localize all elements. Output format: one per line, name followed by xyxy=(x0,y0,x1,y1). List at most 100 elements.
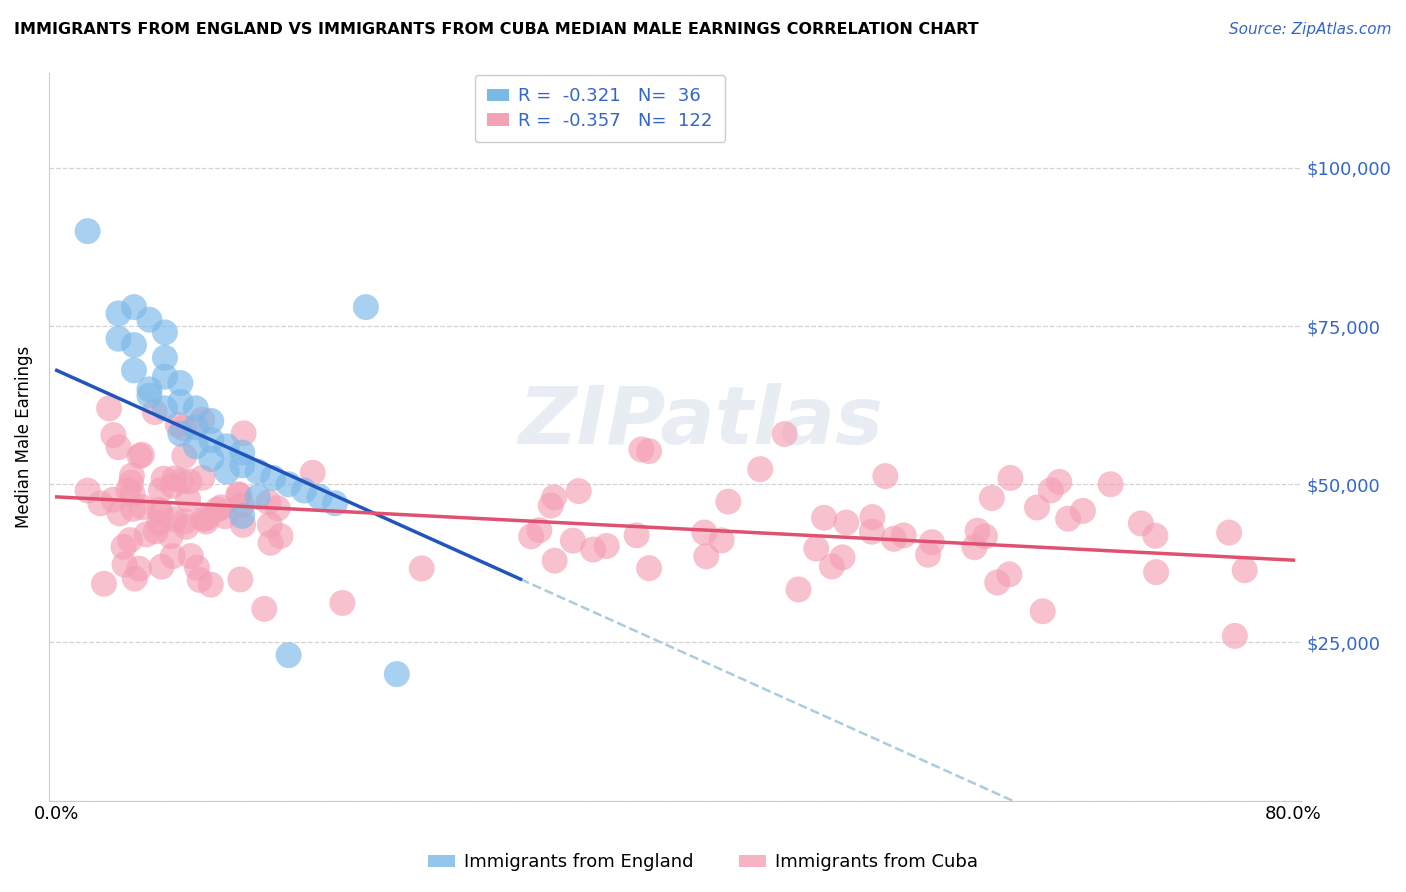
Point xyxy=(138,389,160,403)
Point xyxy=(813,510,835,524)
Point xyxy=(180,549,202,563)
Point xyxy=(986,575,1008,590)
Point xyxy=(152,472,174,486)
Point xyxy=(163,512,186,526)
Point xyxy=(308,490,330,504)
Point xyxy=(128,562,150,576)
Point xyxy=(529,523,551,537)
Point xyxy=(277,477,299,491)
Point xyxy=(153,326,176,340)
Point xyxy=(246,465,269,479)
Point xyxy=(215,439,238,453)
Point xyxy=(323,496,346,510)
Point xyxy=(215,465,238,479)
Point xyxy=(1071,504,1094,518)
Point xyxy=(76,224,98,238)
Point xyxy=(184,439,207,453)
Point xyxy=(121,487,143,501)
Legend: R =  -0.321   N=  36, R =  -0.357   N=  122: R = -0.321 N= 36, R = -0.357 N= 122 xyxy=(475,75,725,143)
Point xyxy=(169,426,191,441)
Point xyxy=(231,445,253,459)
Point xyxy=(883,532,905,546)
Point xyxy=(228,488,250,502)
Point xyxy=(1032,604,1054,618)
Point xyxy=(191,512,214,526)
Point xyxy=(1233,563,1256,577)
Point xyxy=(787,582,810,597)
Text: Source: ZipAtlas.com: Source: ZipAtlas.com xyxy=(1229,22,1392,37)
Point xyxy=(172,421,194,435)
Point xyxy=(543,491,565,505)
Point xyxy=(176,520,198,534)
Point xyxy=(114,558,136,572)
Point xyxy=(1026,500,1049,515)
Point xyxy=(76,483,98,498)
Point xyxy=(118,533,141,547)
Point xyxy=(107,306,129,320)
Point xyxy=(112,540,135,554)
Point xyxy=(231,458,253,473)
Point xyxy=(773,427,796,442)
Point xyxy=(200,452,222,467)
Point xyxy=(117,483,139,497)
Point xyxy=(963,540,986,554)
Point xyxy=(717,494,740,508)
Point xyxy=(626,528,648,542)
Point xyxy=(638,444,661,458)
Point xyxy=(173,449,195,463)
Point xyxy=(103,492,125,507)
Point xyxy=(124,572,146,586)
Point xyxy=(998,567,1021,582)
Point xyxy=(267,501,290,516)
Point xyxy=(630,442,652,457)
Point xyxy=(921,535,943,549)
Point xyxy=(749,462,772,476)
Point xyxy=(1129,516,1152,531)
Point xyxy=(411,561,433,575)
Point xyxy=(257,495,280,509)
Point xyxy=(179,475,201,489)
Point xyxy=(520,529,543,543)
Point xyxy=(138,382,160,396)
Point xyxy=(191,471,214,485)
Point xyxy=(195,511,218,525)
Point xyxy=(385,667,408,681)
Point xyxy=(108,507,131,521)
Point xyxy=(200,414,222,428)
Point xyxy=(595,539,617,553)
Point xyxy=(1144,565,1167,579)
Point xyxy=(860,524,883,539)
Point xyxy=(145,524,167,539)
Point xyxy=(153,369,176,384)
Point xyxy=(582,542,605,557)
Point xyxy=(195,515,218,529)
Point xyxy=(200,577,222,591)
Point xyxy=(150,559,173,574)
Point xyxy=(169,395,191,409)
Point xyxy=(1000,471,1022,485)
Point xyxy=(188,573,211,587)
Point xyxy=(173,515,195,529)
Point xyxy=(122,501,145,516)
Point xyxy=(1057,511,1080,525)
Point xyxy=(89,496,111,510)
Point xyxy=(170,474,193,488)
Y-axis label: Median Male Earnings: Median Male Earnings xyxy=(15,346,32,528)
Point xyxy=(177,492,200,507)
Point xyxy=(806,541,828,556)
Point xyxy=(270,529,292,543)
Point xyxy=(131,500,153,515)
Point xyxy=(231,498,253,512)
Legend: Immigrants from England, Immigrants from Cuba: Immigrants from England, Immigrants from… xyxy=(420,847,986,879)
Point xyxy=(153,401,176,416)
Point xyxy=(974,529,997,543)
Point xyxy=(229,573,252,587)
Point xyxy=(875,469,897,483)
Point xyxy=(122,300,145,314)
Point xyxy=(821,559,844,574)
Point xyxy=(207,502,229,516)
Point xyxy=(122,363,145,377)
Point xyxy=(568,484,591,499)
Point xyxy=(259,518,281,533)
Point xyxy=(162,549,184,564)
